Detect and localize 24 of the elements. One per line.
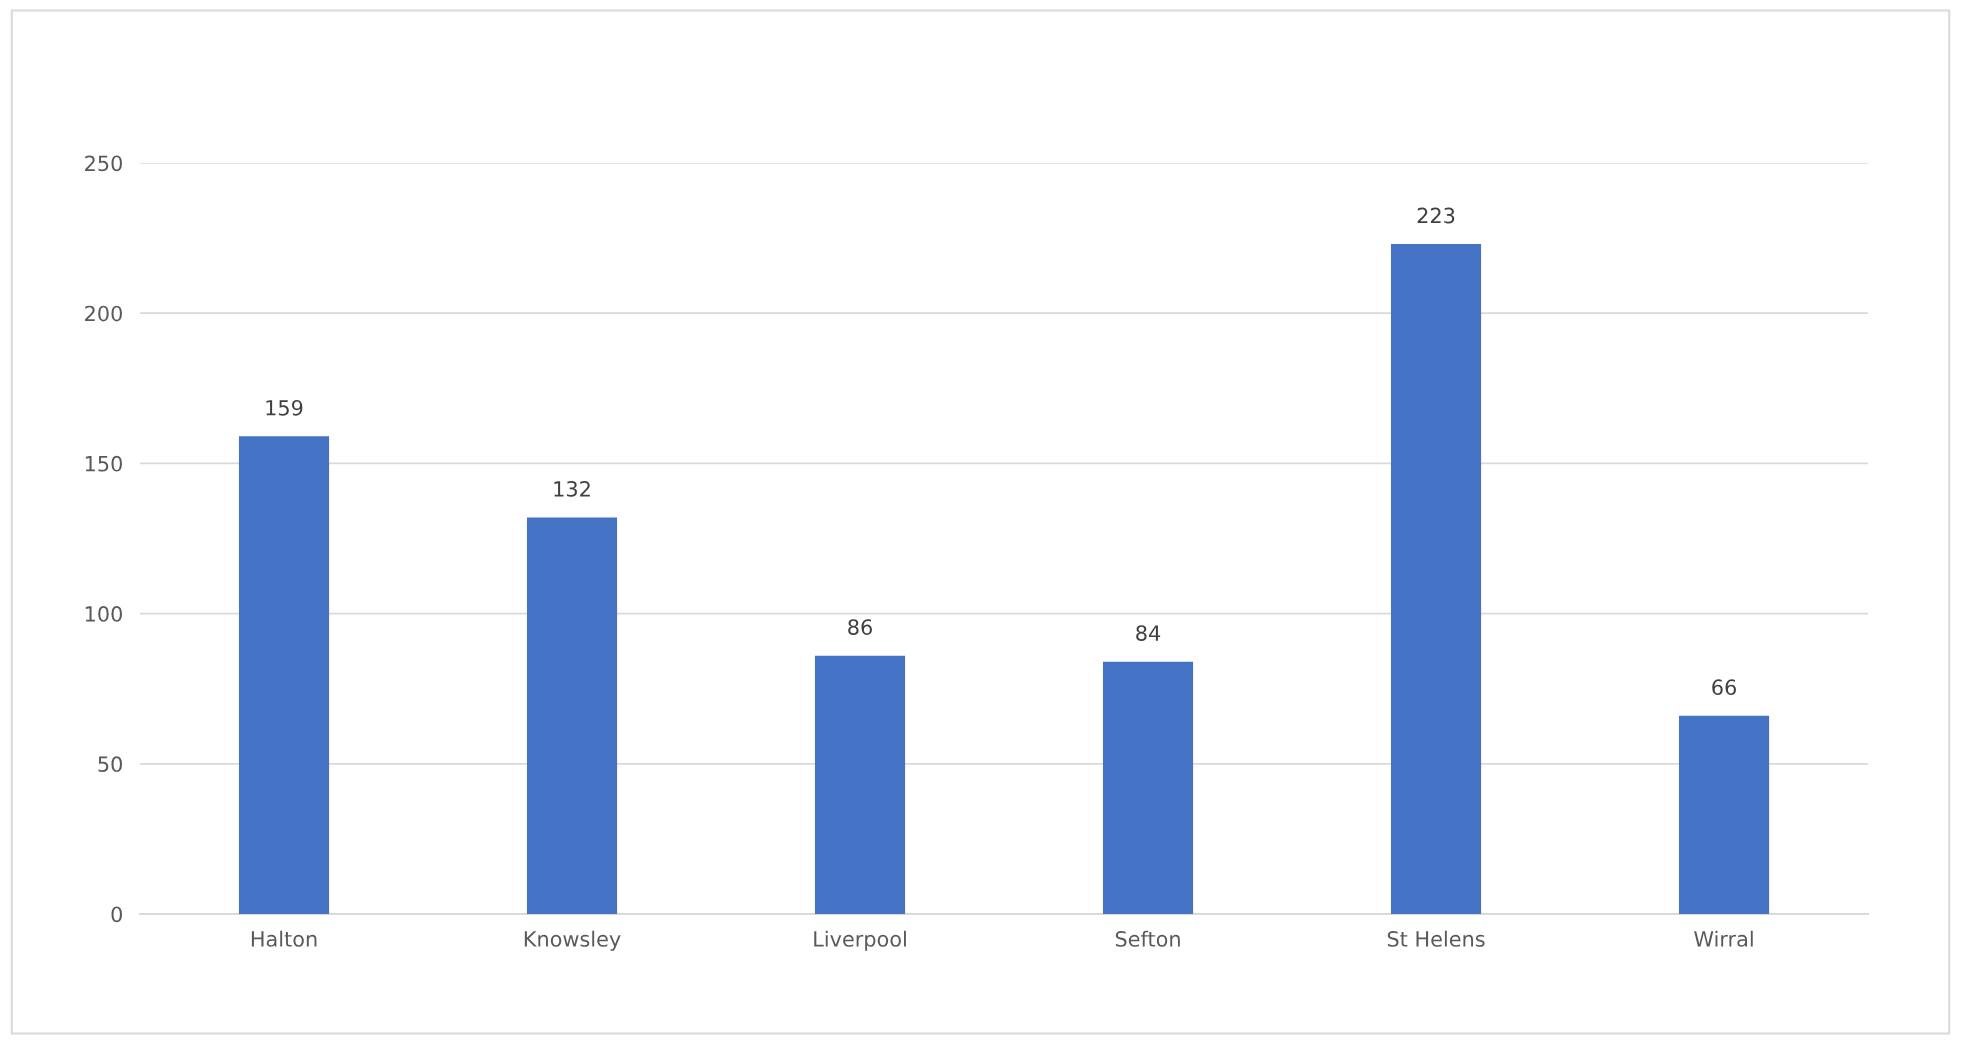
data-label: 84 (1136, 625, 1161, 641)
data-label: 223 (1417, 207, 1455, 224)
bar (1678, 715, 1770, 915)
bar (1390, 244, 1482, 915)
y-tick-label: 0 (111, 906, 122, 923)
x-tick-label: Sefton (1115, 930, 1180, 947)
y-tick-label: 50 (98, 756, 122, 773)
x-tick-label: Liverpool (814, 930, 906, 951)
y-tick-label: 150 (85, 455, 122, 472)
x-tick-label: St Helens (1387, 930, 1485, 947)
y-tick-label: 250 (85, 155, 122, 172)
y-tick-label: 200 (85, 305, 122, 322)
x-tick-label: Halton (251, 930, 317, 947)
bar (814, 655, 906, 915)
data-label: 159 (266, 399, 303, 416)
x-tick-label: Knowsley (524, 930, 621, 951)
data-label: 132 (554, 481, 590, 497)
y-tick-label: 100 (85, 606, 122, 622)
data-label: 86 (848, 619, 872, 635)
bar (1102, 661, 1194, 915)
bar (526, 517, 618, 915)
bar (238, 436, 330, 915)
data-label: 66 (1712, 679, 1736, 696)
x-tick-label: Wirral (1694, 930, 1753, 947)
